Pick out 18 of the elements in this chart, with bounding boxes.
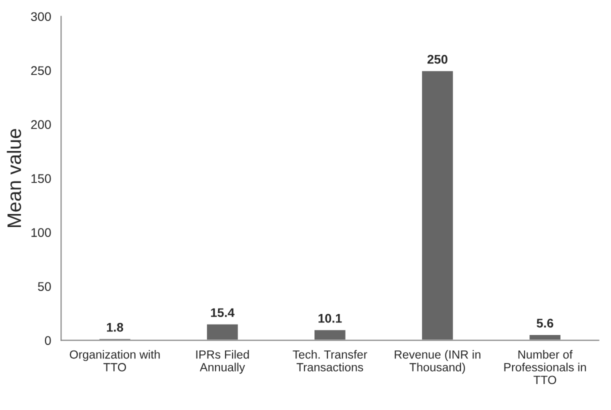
y-tick-label: 100 xyxy=(31,228,51,237)
y-tick-label: 150 xyxy=(31,174,51,183)
x-tick-label: IPRs Filed Annually xyxy=(196,350,249,374)
data-label: 250 xyxy=(427,54,448,64)
x-tick-label: Number of Professionals in TTO xyxy=(504,350,586,384)
y-tick-label: 200 xyxy=(31,120,51,130)
x-tick-label: Revenue (INR in Thousand) xyxy=(394,350,480,374)
y-axis-title: Mean value xyxy=(6,128,22,228)
y-tick-label: 50 xyxy=(38,282,51,291)
data-label: 15.4 xyxy=(211,308,234,318)
data-label: 5.6 xyxy=(536,318,554,328)
y-tick-label: 0 xyxy=(44,336,51,345)
x-tick-label: Organization with TTO xyxy=(70,350,160,372)
x-tick-label: Tech. Transfer Transactions xyxy=(292,350,368,372)
y-tick-label: 300 xyxy=(31,12,51,22)
y-tick-label: 250 xyxy=(31,66,51,76)
data-label: 10.1 xyxy=(318,314,342,323)
data-label: 1.8 xyxy=(106,322,124,332)
